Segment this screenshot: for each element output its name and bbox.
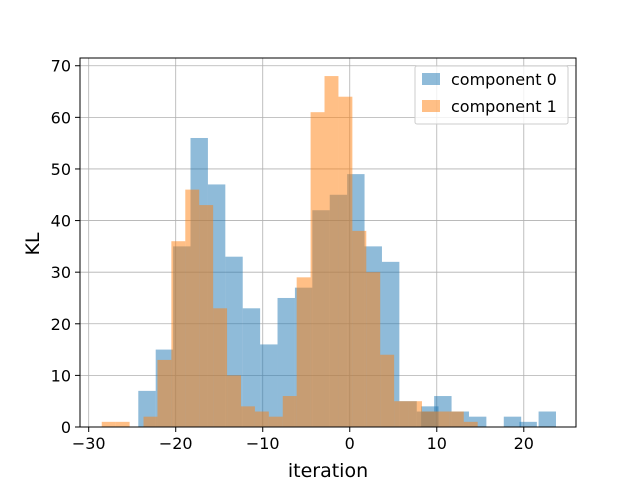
bar-component-1 <box>463 421 478 427</box>
y-tick-label: 60 <box>51 108 71 127</box>
y-axis-label: KL <box>22 232 44 255</box>
histogram-bars <box>101 76 556 428</box>
bar-component-1 <box>366 272 381 427</box>
x-axis-label: iteration <box>288 460 368 480</box>
bar-component-1 <box>240 406 255 427</box>
bar-component-0 <box>277 297 295 427</box>
bar-component-1 <box>282 396 297 427</box>
x-tick-label: −10 <box>246 434 280 453</box>
bar-component-1 <box>115 421 130 427</box>
legend-swatch-component-0 <box>422 73 440 85</box>
bar-component-1 <box>213 308 228 427</box>
legend: component 0 component 1 <box>414 65 569 125</box>
bar-component-1 <box>296 277 311 427</box>
y-tick-label: 40 <box>51 212 71 231</box>
legend-label-component-1: component 1 <box>451 97 557 116</box>
bar-component-1 <box>227 375 241 427</box>
y-tick-label: 50 <box>51 160 71 179</box>
bar-component-0 <box>242 308 261 427</box>
bar-component-1 <box>143 416 158 427</box>
bar-component-1 <box>352 230 367 427</box>
axis-ticks: −30 −20 −10 0 10 20 0 10 20 30 40 50 60 70 <box>51 57 534 453</box>
bar-component-1 <box>435 411 450 427</box>
x-tick-label: 0 <box>345 434 355 453</box>
bar-component-1 <box>449 411 464 427</box>
x-tick-label: 10 <box>427 434 447 453</box>
bar-component-0 <box>519 421 537 427</box>
bar-component-1 <box>268 416 283 427</box>
bar-component-1 <box>254 411 269 427</box>
bar-component-1 <box>380 354 395 427</box>
bar-component-0 <box>260 344 278 427</box>
bar-component-1 <box>338 96 353 427</box>
bar-component-1 <box>421 411 436 427</box>
x-tick-label: −20 <box>159 434 193 453</box>
y-tick-label: 20 <box>51 315 71 334</box>
plot-area-frame <box>79 57 577 428</box>
bar-component-1 <box>394 401 409 427</box>
bar-component-1 <box>310 112 325 427</box>
bar-component-1 <box>101 421 116 427</box>
bar-component-1 <box>185 189 200 427</box>
legend-box <box>414 65 569 125</box>
y-tick-label: 70 <box>51 57 71 76</box>
bar-component-1 <box>199 205 214 427</box>
legend-swatch-component-1 <box>422 100 440 112</box>
legend-label-component-0: component 0 <box>451 70 557 89</box>
bar-component-0 <box>503 416 522 427</box>
x-tick-label: −30 <box>72 434 106 453</box>
bar-component-1 <box>408 401 422 427</box>
y-tick-label: 10 <box>51 366 71 385</box>
y-tick-label: 0 <box>61 418 71 437</box>
bar-component-1 <box>324 76 339 428</box>
bar-component-0 <box>538 411 556 427</box>
bar-component-1 <box>157 359 172 427</box>
bar-component-1 <box>171 241 186 427</box>
y-tick-label: 30 <box>51 263 71 282</box>
x-tick-label: 20 <box>514 434 534 453</box>
